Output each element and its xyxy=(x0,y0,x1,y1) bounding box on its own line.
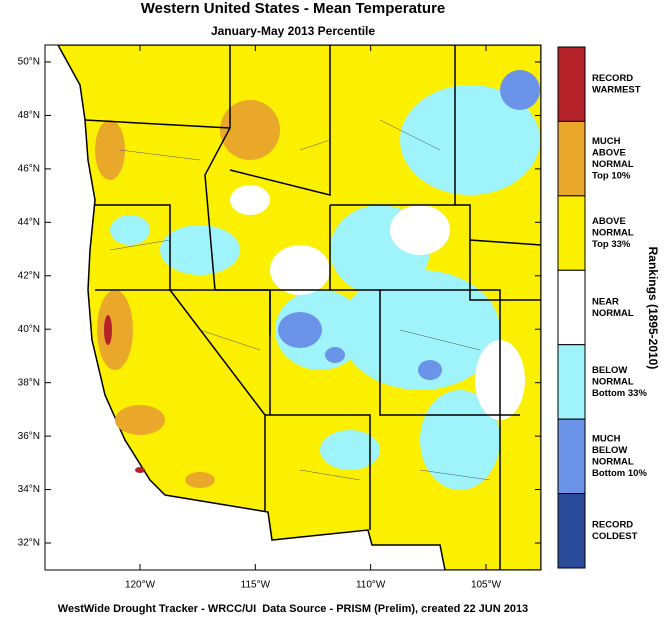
legend-swatch xyxy=(557,269,586,346)
legend-title: Rankings (1895-2010) xyxy=(646,247,660,370)
legend-label: Bottom 10% xyxy=(592,468,647,479)
lat-label: 32°N xyxy=(18,538,40,549)
legend-label: MUCH xyxy=(592,434,621,445)
legend-label: WARMEST xyxy=(592,84,641,95)
lon-label: 115°W xyxy=(241,580,271,591)
lon-label: 120°W xyxy=(125,580,156,591)
lon-label: 110°W xyxy=(356,580,386,591)
legend-swatch xyxy=(557,344,586,420)
legend-label: ABOVE xyxy=(592,216,626,227)
lat-label: 38°N xyxy=(18,377,40,388)
legend-label: NEAR xyxy=(592,296,619,307)
lat-label: 36°N xyxy=(18,431,40,442)
lat-label: 42°N xyxy=(18,270,40,281)
legend-swatch xyxy=(557,418,586,495)
lat-label: 48°N xyxy=(18,110,40,121)
lat-label: 40°N xyxy=(18,324,40,335)
subtitle: January-May 2013 Percentile xyxy=(211,24,375,38)
map-area xyxy=(45,45,541,570)
lat-label: 44°N xyxy=(18,217,40,228)
legend-swatch xyxy=(557,493,586,569)
legend-swatch xyxy=(557,46,586,122)
legend-label: NORMAL xyxy=(592,308,634,319)
legend-label: RECORD xyxy=(592,520,633,531)
legend-label: NORMAL xyxy=(592,228,634,239)
legend-swatch xyxy=(557,195,586,271)
legend-swatch xyxy=(557,120,586,197)
legend-label: BELOW xyxy=(592,445,627,456)
map-frame xyxy=(44,44,542,571)
lat-label: 34°N xyxy=(18,484,40,495)
legend-label: NORMAL xyxy=(592,376,634,387)
footer: WestWide Drought Tracker - WRCC/UI Data … xyxy=(58,603,528,615)
legend-label: ABOVE xyxy=(592,147,626,158)
legend-label: Top 10% xyxy=(592,170,631,181)
lat-label: 46°N xyxy=(18,164,40,175)
legend-label: Top 33% xyxy=(592,239,631,250)
legend-label: NORMAL xyxy=(592,159,634,170)
title: Western United States - Mean Temperature xyxy=(141,0,446,17)
legend-label: RECORD xyxy=(592,73,633,84)
legend-label: Bottom 33% xyxy=(592,388,647,399)
lon-label: 105°W xyxy=(471,580,502,591)
legend-label: MUCH xyxy=(592,136,621,147)
legend-label: BELOW xyxy=(592,365,627,376)
legend-label: NORMAL xyxy=(592,457,634,468)
lat-label: 50°N xyxy=(18,57,40,68)
legend-label: COLDEST xyxy=(592,531,638,542)
